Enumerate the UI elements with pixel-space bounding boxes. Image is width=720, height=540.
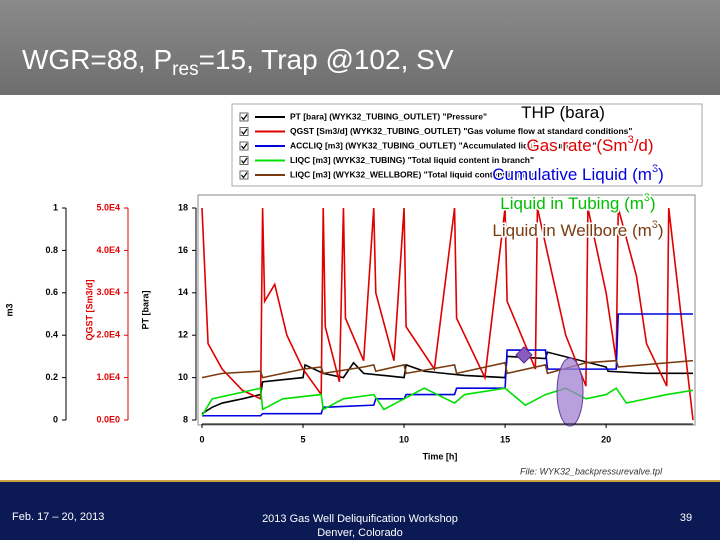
series-line (201, 387, 694, 417)
header-band (0, 0, 720, 95)
page-number: 39 (680, 512, 692, 524)
tick-label: 18 (178, 202, 188, 212)
legend-checkbox (239, 112, 249, 122)
annotation: Liquid in Wellbore (m3) (492, 219, 663, 241)
annotation-superscript: 3 (652, 163, 658, 175)
legend-label: LIQC [m3] (WYK32_WELLBORE) "Total liquid… (290, 169, 550, 179)
annotation-text: ) (658, 221, 664, 240)
tick-label: 14 (178, 287, 188, 297)
annotation-text: Liquid in Wellbore (m (492, 221, 651, 240)
tick-label: 12 (178, 330, 188, 340)
annotation-text: THP (bara) (521, 103, 605, 122)
tick-label: 0.6 (45, 287, 58, 297)
tick-label: 0.4 (45, 330, 58, 340)
annotation-text: Gas rate (Sm (526, 136, 627, 155)
annotation-superscript: 3 (644, 192, 650, 204)
annotation-text: ) (650, 194, 656, 213)
legend-label: LIQC [m3] (WYK32_TUBING) "Total liquid c… (290, 155, 534, 165)
tick-label: 2.0E4 (96, 330, 120, 340)
tick-label: 1.0E4 (96, 372, 120, 382)
legend-box (231, 103, 703, 187)
x-tick-label: 10 (399, 434, 409, 444)
legend-checkbox (239, 141, 249, 151)
title-text: =15, Trap @102, SV (199, 44, 454, 75)
legend: PT [bara] (WYK32_TUBING_OUTLET) "Pressur… (239, 111, 632, 180)
tick-label: 0.8 (45, 245, 58, 255)
annotation-superscript: 3 (628, 134, 634, 146)
marker-diamond (515, 346, 533, 364)
legend-check (241, 114, 248, 121)
legend-check (241, 128, 248, 136)
tick-label: 0.0E0 (96, 414, 120, 424)
annotation: Gas rate (Sm3/d) (526, 134, 653, 156)
footer-band (0, 480, 720, 540)
tick-label: 16 (178, 245, 188, 255)
title-text: WGR=88, P (22, 44, 172, 75)
tick-label: 1 (53, 202, 58, 212)
x-tick-label: 15 (500, 434, 510, 444)
annotation: THP (bara) (521, 103, 605, 122)
footer-location: Denver, Colorado (317, 527, 403, 539)
annotation-text: ) (658, 165, 664, 184)
series-line (201, 207, 694, 421)
legend-label: ACCLIQ [m3] (WYK32_TUBING_OUTLET) "Accum… (290, 140, 597, 150)
tick-label: 4.0E4 (96, 245, 120, 255)
title-subscript: res (172, 59, 198, 80)
x-axis-title: Time [h] (423, 451, 458, 461)
annotation: Cumulative Liquid (m3) (492, 163, 663, 185)
tick-label: 3.0E4 (96, 287, 120, 297)
tick-label: 0 (53, 414, 58, 424)
legend-checkbox (239, 156, 249, 165)
legend-check (241, 143, 248, 150)
highlight-ellipse (556, 357, 584, 427)
annotation: Liquid in Tubing (m3) (500, 192, 655, 214)
legend-label: PT [bara] (WYK32_TUBING_OUTLET) "Pressur… (290, 111, 487, 121)
legend-checkbox (239, 127, 249, 136)
file-note: File: WYK32_backpressurevalve.tpl (520, 466, 663, 476)
x-tick-label: 20 (601, 434, 611, 444)
tick-label: 10 (178, 372, 188, 382)
x-tick-label: 5 (301, 434, 306, 444)
footer-event: 2013 Gas Well Deliquification Workshop (262, 513, 458, 525)
legend-checkbox (239, 170, 249, 180)
footer-date: Feb. 17 – 20, 2013 (12, 511, 104, 523)
tick-label: 8 (183, 414, 188, 424)
annotation-superscript: 3 (652, 219, 658, 231)
legend-check (241, 172, 248, 179)
slide-title: WGR=88, Pres=15, Trap @102, SV (22, 44, 454, 80)
y-axis-title: PT [bara] (140, 290, 150, 329)
x-tick-label: 0 (199, 434, 204, 444)
legend-check (241, 157, 248, 165)
annotation-text: Liquid in Tubing (m (500, 194, 644, 213)
y3-axis-title: m3 (4, 303, 14, 316)
annotation-text: Cumulative Liquid (m (492, 165, 652, 184)
y2-axis-title: QGST [Sm3/d] (84, 279, 94, 340)
legend-label: QGST [Sm3/d] (WYK32_TUBING_OUTLET) "Gas … (290, 126, 632, 136)
tick-label: 0.2 (45, 372, 58, 382)
tick-label: 5.0E4 (96, 202, 120, 212)
annotation-text: /d) (634, 136, 654, 155)
